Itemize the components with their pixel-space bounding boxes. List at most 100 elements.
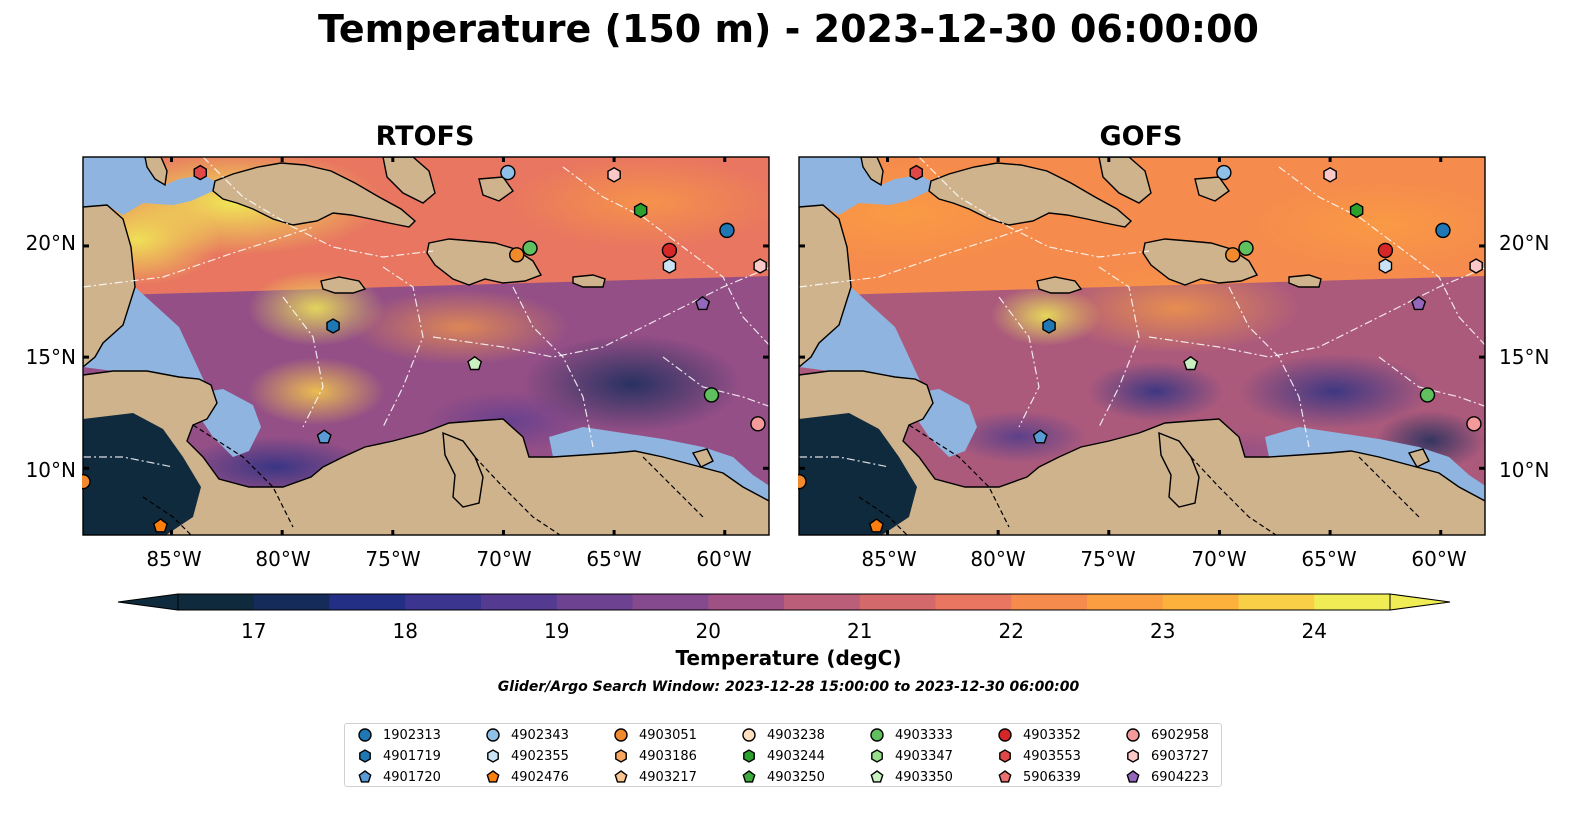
main-title: Temperature (150 m) - 2023-12-30 06:00:0… <box>317 7 1259 51</box>
map-frame <box>82 156 770 536</box>
legend-marker-icon <box>358 770 372 783</box>
legend-item: 4903217 <box>613 767 697 787</box>
legend-item: 4902355 <box>485 746 569 766</box>
legend-marker-4903244 <box>743 749 755 763</box>
legend-item: 1902313 <box>357 725 441 745</box>
legend-marker-icon <box>486 770 500 783</box>
temperature-blob <box>508 157 769 248</box>
legend-marker-icon <box>615 749 627 763</box>
legend-marker-4903553 <box>999 749 1011 763</box>
float-marker-6903727 <box>1469 258 1483 274</box>
legend-marker-icon <box>999 749 1011 763</box>
colorbar-segment <box>708 594 785 610</box>
legend-marker-5906339 <box>998 770 1012 783</box>
national-border <box>142 496 192 535</box>
temperature-blob <box>949 410 1088 464</box>
legend-label: 4903352 <box>1023 727 1081 743</box>
lat-label-10n: 10°N <box>25 458 76 482</box>
legend-marker-4901719 <box>359 749 371 763</box>
colorbar-tick-label: 19 <box>544 619 570 643</box>
float-marker-4902355 <box>662 258 677 274</box>
colorbar-tick-label: 23 <box>1150 619 1176 643</box>
legend-label: 4903238 <box>767 727 825 743</box>
map-panel-gofs <box>798 156 1486 536</box>
legend-marker-4902476 <box>486 770 500 783</box>
shallow-water-shelf2 <box>549 427 769 501</box>
lon-label-85w-gofs: 85°W <box>861 547 917 571</box>
float-marker-4903244 <box>633 202 648 219</box>
float-marker-6903727 <box>753 258 767 274</box>
colorbar-tick-label: 22 <box>998 619 1024 643</box>
national-border <box>192 424 294 528</box>
float-marker-6902958 <box>750 416 766 432</box>
eez-boundary-line <box>1358 216 1485 346</box>
lat-label-15n-right: 15°N <box>1499 345 1550 369</box>
legend-marker-6902958 <box>1126 728 1140 742</box>
temperature-blob <box>1238 353 1431 430</box>
legend-label: 4903051 <box>639 727 697 743</box>
legend-label: 4903333 <box>895 727 953 743</box>
temperature-blob <box>247 357 385 426</box>
eez-boundary-line <box>1228 286 1310 448</box>
lon-label-80w-gofs: 80°W <box>970 547 1026 571</box>
legend-marker-icon <box>1126 770 1140 783</box>
legend-marker-4903238 <box>742 728 756 742</box>
lon-label-70w-gofs: 70°W <box>1191 547 1247 571</box>
national-border <box>1358 456 1420 518</box>
legend-marker-4903347 <box>871 749 883 763</box>
eez-boundary-line <box>799 226 1030 288</box>
float-marker-4903051 <box>798 473 807 490</box>
legend-marker-4901720 <box>358 770 372 783</box>
legend-label: 4903217 <box>639 769 697 785</box>
eez-boundary-line <box>1378 356 1485 407</box>
colorbar-tick-label: 21 <box>847 619 873 643</box>
float-marker-4903051 <box>509 247 525 263</box>
legend-label: 4903244 <box>767 748 825 764</box>
legend-item: 4902476 <box>485 767 569 787</box>
legend-marker-icon <box>870 770 884 783</box>
legend-marker-icon <box>358 728 372 742</box>
float-marker-4903553 <box>193 164 207 181</box>
national-border <box>908 424 1010 528</box>
legend-label: 4901720 <box>383 769 441 785</box>
land-pr <box>572 274 606 288</box>
float-marker-4903333 <box>1419 387 1436 403</box>
legend-item: 4903553 <box>997 746 1081 766</box>
legend-item: 4903333 <box>869 725 953 745</box>
eez-boundary-line <box>562 166 644 218</box>
legend-marker-4902355 <box>487 749 499 763</box>
lon-label-80w: 80°W <box>255 547 311 571</box>
land-cuba <box>928 162 1133 228</box>
legend-marker-icon <box>998 728 1012 742</box>
legend-marker-icon <box>486 728 500 742</box>
map-panel-rtofs <box>82 156 770 536</box>
legend-marker-4903352 <box>998 728 1012 742</box>
legend-item: 4902343 <box>485 725 569 745</box>
land-jamaica <box>320 276 367 294</box>
legend-label: 4901719 <box>383 748 441 764</box>
eez-boundary-line <box>432 267 769 358</box>
colorbar-segment <box>784 594 861 610</box>
legend-marker-icon <box>1126 728 1140 742</box>
shallow-water-gulf <box>799 157 931 215</box>
float-marker-4903051 <box>1225 247 1241 263</box>
colorbar-segment <box>1162 594 1239 610</box>
shallow-water-honduras <box>83 287 205 383</box>
colorbar-segment <box>1011 594 1088 610</box>
legend-marker-4903333 <box>870 728 884 742</box>
eez-boundary-line <box>662 356 769 407</box>
float-marker-4902355 <box>1378 258 1393 274</box>
legend-label: 5906339 <box>1023 769 1081 785</box>
legend-marker-1902313 <box>358 728 372 742</box>
lon-label-75w: 75°W <box>365 547 421 571</box>
float-marker-4903553 <box>909 164 923 181</box>
colorbar-segment <box>632 594 709 610</box>
legend-item: 6904223 <box>1125 767 1209 787</box>
legend-label: 6903727 <box>1151 748 1209 764</box>
map-frame <box>798 156 1486 536</box>
float-marker-4901720 <box>316 429 332 444</box>
legend-item: 4903051 <box>613 725 697 745</box>
float-marker-4902343 <box>1216 164 1232 181</box>
float-marker-4903352 <box>1377 242 1394 259</box>
legend-item: 4903244 <box>741 746 825 766</box>
